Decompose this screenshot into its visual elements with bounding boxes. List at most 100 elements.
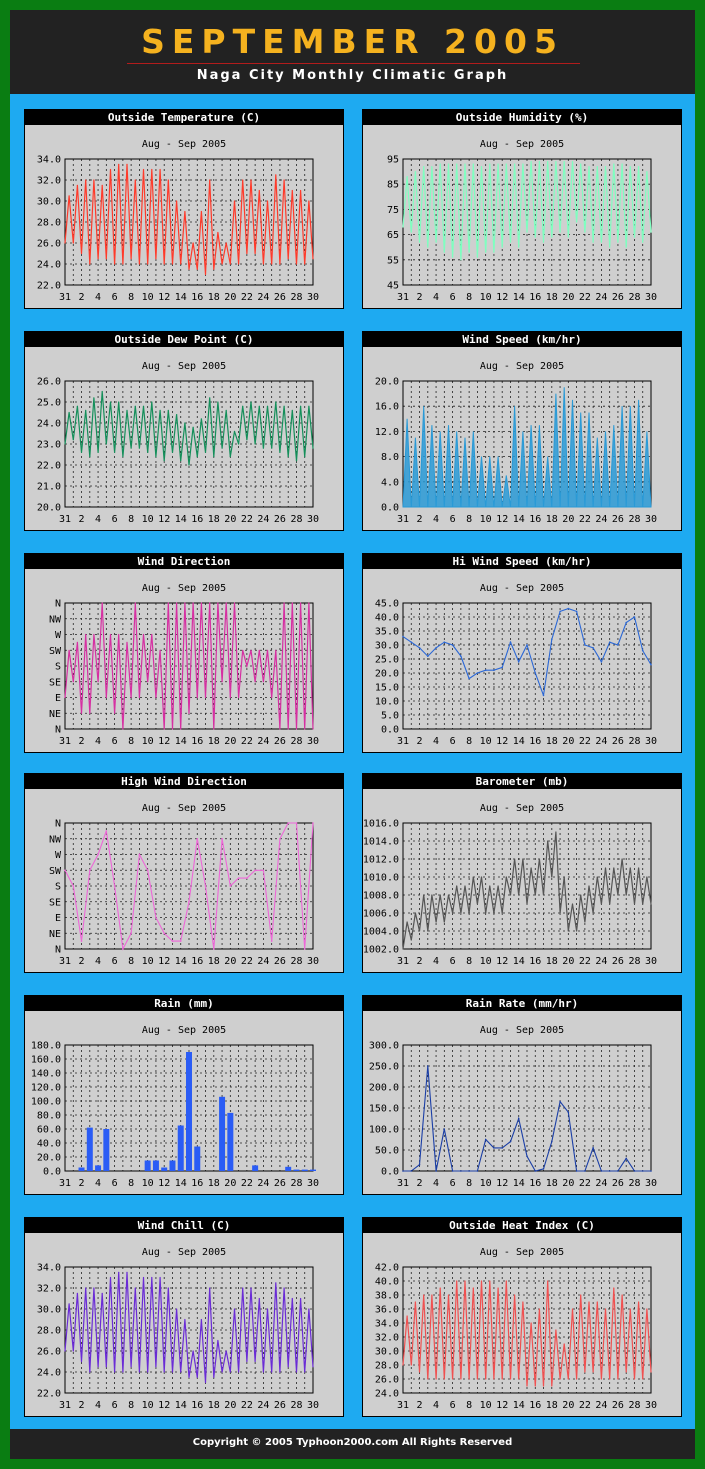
data-point [113,885,116,887]
y-tick-label: 95 [387,155,399,166]
data-point [451,644,454,646]
data-point [225,602,227,604]
data-point [497,163,499,165]
x-tick-label: 14 [513,736,525,747]
outside-humidity-chart: Outside Humidity (%) Aug - Sep 2005 95 85 75… [362,109,682,309]
data-point [233,430,236,432]
data-point [204,451,207,453]
chart-title: Hi Wind Speed (km/hr) [363,554,681,569]
data-point [427,246,429,248]
data-point [101,390,103,393]
x-tick-label: 4 [95,1400,101,1411]
y-tick-label: 120.0 [31,1083,61,1094]
x-tick-label: 22 [579,514,591,525]
x-tick-label: 6 [112,736,118,747]
data-point [254,869,256,872]
data-point [596,1301,598,1303]
data-point [547,1280,549,1282]
data-point [555,831,557,833]
data-point [114,451,116,453]
data-point [489,1280,491,1282]
x-tick-label: 24 [257,1178,269,1189]
data-point [275,1282,277,1284]
chart-title: High Wind Direction [25,774,343,789]
x-tick-label: 24 [595,1178,607,1189]
data-point [126,1271,128,1273]
outside-heat-index-c-chart: Outside Heat Index (C) Aug - Sep 2005 42.0… [362,1217,682,1417]
x-tick-label: 31 [397,956,409,967]
y-tick-label: 75 [387,205,399,216]
x-tick-label: 16 [529,514,541,525]
data-point [242,179,244,181]
data-point [138,696,140,699]
rain-bar [293,1169,300,1171]
x-tick-label: 24 [595,1400,607,1411]
y-tick-label: 0.0 [381,725,399,736]
x-tick-label: 31 [397,514,409,525]
data-point [258,649,260,651]
x-tick-label: 6 [112,292,118,303]
data-point [300,189,302,192]
data-point [176,200,178,202]
data-point [625,1157,627,1160]
data-point [287,258,289,260]
data-point [641,649,644,652]
data-point [646,171,648,173]
data-point [613,1287,615,1289]
y-tick-label: 42.0 [375,1263,399,1274]
data-point [180,1371,182,1373]
data-point [118,633,120,636]
data-point [447,163,450,165]
rain-bar [86,1127,93,1171]
data-point [526,231,528,233]
x-tick-label: 10 [142,292,154,303]
data-point [217,602,219,604]
data-point [196,456,198,458]
data-point [196,268,198,270]
data-point [472,163,474,165]
data-point [584,644,586,646]
data-point [80,252,83,255]
data-point [468,677,470,680]
x-tick-label: 4 [433,736,439,747]
x-tick-label: 26 [612,514,624,525]
y-tick-label: 24.0 [37,1368,61,1379]
y-tick-label: 55 [387,255,399,266]
data-point [287,822,290,824]
y-tick-label: NE [49,709,61,720]
data-point [576,1378,578,1380]
y-tick-label: E [55,693,61,704]
data-point [283,1287,285,1289]
header: SEPTEMBER 2005 Naga City Monthly Climati… [10,10,695,94]
y-tick-label: 150.0 [369,1104,399,1115]
data-point [304,456,306,458]
x-tick-label: 12 [158,956,170,967]
data-point [109,168,112,171]
chart-title: Outside Temperature (C) [25,110,343,125]
x-tick-label: 20 [224,1178,236,1189]
y-tick-label: 30.0 [37,1305,61,1316]
page-frame: SEPTEMBER 2005 Naga City Monthly Climati… [10,10,695,1459]
y-tick-label: NE [49,929,61,940]
data-point [435,1378,437,1380]
data-point [254,443,256,445]
barometer-mb-plot: Aug - Sep 2005 1016.0 1014.0 1012.0 1010.0 10… [363,803,657,967]
data-point [279,263,281,265]
data-point [300,405,302,407]
data-point [246,665,248,667]
x-tick-label: 2 [417,956,423,967]
outside-temperature-c-chart: Outside Temperature (C) Aug - Sep 2005 34.… [24,109,344,309]
x-tick-label: 6 [112,514,118,525]
x-tick-label: 14 [513,956,525,967]
data-point [464,885,466,887]
data-point [147,681,149,683]
data-point [452,256,454,258]
data-point [188,712,190,714]
y-tick-label: 8.0 [381,452,399,463]
data-point [613,163,615,165]
data-point [447,1294,450,1296]
x-tick-label: 10 [142,736,154,747]
data-point [452,1378,454,1380]
data-point [551,1140,553,1143]
